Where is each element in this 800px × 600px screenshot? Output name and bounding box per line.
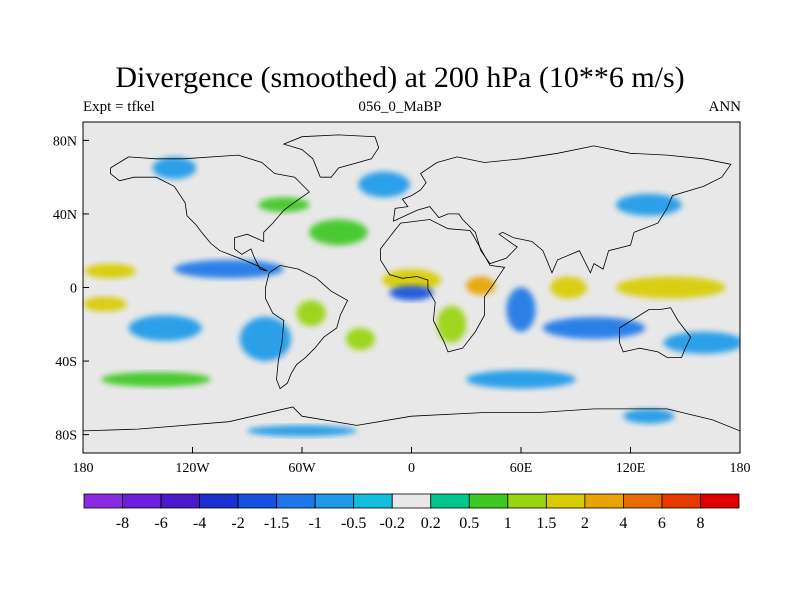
colorbar: -8 -6 -4 -2 -1.5 -1 -0.5 -0.2 0.2 0.5 1 1.5 2 4 6 8 xyxy=(83,493,740,532)
colorbar-box xyxy=(507,493,547,509)
field-region-16 xyxy=(506,287,536,332)
x-tick-label: 60W xyxy=(288,461,316,476)
colorbar-label: -0.2 xyxy=(380,515,405,532)
coastline-1 xyxy=(265,264,349,390)
colorbar-box xyxy=(584,493,624,509)
x-tick-label: 120W xyxy=(175,461,210,476)
colorbar-box xyxy=(468,493,509,509)
field-region-0 xyxy=(382,269,441,292)
x-tick-label: 0 xyxy=(408,461,415,476)
colorbar-label: 1 xyxy=(504,515,512,532)
field-region-4 xyxy=(84,263,136,279)
colorbar-label: 4 xyxy=(619,515,627,532)
y-axis: 80N 40N 0 40S 80S xyxy=(53,134,89,444)
season-label: ANN xyxy=(708,99,742,115)
colorbar-label: 8 xyxy=(697,515,705,532)
colorbar-box xyxy=(661,493,701,509)
colorbar-box xyxy=(314,493,355,509)
field-region-7 xyxy=(345,328,375,350)
x-tick-label: 180 xyxy=(730,461,751,476)
field-region-23 xyxy=(247,425,357,437)
colorbar-box xyxy=(83,493,123,509)
field-region-19 xyxy=(615,193,682,216)
colorbar-label: -1 xyxy=(309,515,322,532)
field-region-11 xyxy=(128,315,202,341)
colorbar-label: -1.5 xyxy=(264,515,289,532)
x-tick-label: 60E xyxy=(510,461,533,476)
coastline-6 xyxy=(83,406,740,432)
colorbar-label: -2 xyxy=(231,515,244,532)
colorbar-box xyxy=(122,493,162,509)
coastline-2 xyxy=(380,219,506,353)
coastline-3 xyxy=(392,145,732,274)
field-region-5 xyxy=(83,296,127,312)
case-label: 056_0_MaBP xyxy=(358,99,442,115)
field-region-2 xyxy=(550,276,587,299)
colorbar-label: 0.2 xyxy=(421,515,441,532)
colorbar-label: -0.5 xyxy=(341,515,366,532)
colorbar-label: -6 xyxy=(154,515,167,532)
colorbar-box xyxy=(391,493,432,509)
y-tick-label: 80N xyxy=(53,134,77,149)
field-region-6 xyxy=(296,300,326,327)
colorbar-box xyxy=(700,493,740,509)
field-region-9 xyxy=(309,219,368,246)
colorbar-box xyxy=(160,493,200,509)
field-region-20 xyxy=(466,370,576,389)
colorbar-box xyxy=(430,493,470,509)
x-tick-label: 180 xyxy=(73,461,94,476)
colorbar-box xyxy=(353,493,393,509)
coastline-5 xyxy=(282,134,380,178)
field-region-3 xyxy=(615,276,726,299)
colorbar-box xyxy=(237,493,278,509)
x-tick-label: 120E xyxy=(616,461,646,476)
y-tick-label: 40N xyxy=(53,208,77,223)
y-tick-label: 40S xyxy=(55,355,77,370)
field-region-12 xyxy=(542,317,646,339)
experiment-label: Expt = tfkel xyxy=(83,99,155,115)
colorbar-box xyxy=(276,493,316,509)
chart-title: Divergence (smoothed) at 200 hPa (10**6 … xyxy=(115,61,685,94)
coastlines xyxy=(83,134,740,432)
colorbar-label: -8 xyxy=(116,515,129,532)
field-region-24 xyxy=(623,408,675,424)
colorbar-label: 0.5 xyxy=(459,515,479,532)
coastline-0 xyxy=(110,154,310,272)
field-region-13 xyxy=(663,331,740,354)
field-region-14 xyxy=(174,259,284,279)
field-region-1 xyxy=(466,276,496,295)
colorbar-box xyxy=(623,493,663,509)
field-region-21 xyxy=(101,372,211,387)
colorbar-label: 2 xyxy=(581,515,589,532)
field-region-8 xyxy=(437,305,467,343)
divergence-field xyxy=(83,157,740,437)
coastline-4 xyxy=(619,307,692,358)
colorbar-label: 6 xyxy=(658,515,666,532)
field-region-17 xyxy=(152,157,197,179)
colorbar-box xyxy=(545,493,586,509)
y-tick-label: 80S xyxy=(55,429,77,444)
y-tick-label: 0 xyxy=(70,282,77,297)
x-axis: 180 120W 60W 0 60E 120E 180 xyxy=(73,447,751,476)
field-region-15 xyxy=(389,285,434,301)
colorbar-label: 1.5 xyxy=(536,515,556,532)
field-region-18 xyxy=(358,171,410,198)
colorbar-label: -4 xyxy=(193,515,206,532)
colorbar-box xyxy=(199,493,239,509)
field-region-10 xyxy=(239,316,292,362)
